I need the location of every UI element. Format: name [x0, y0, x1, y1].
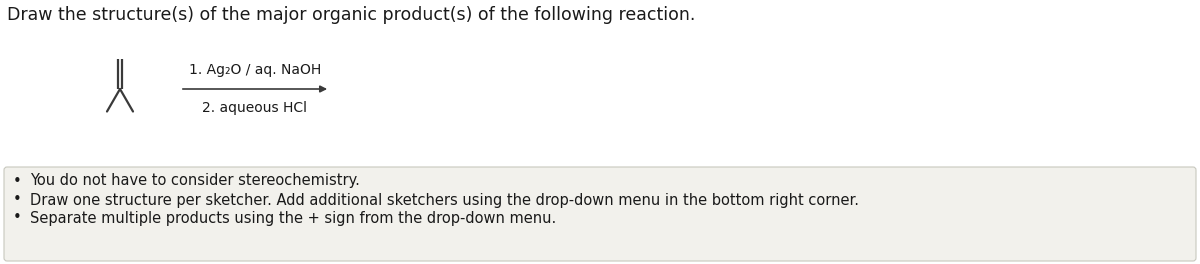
Text: •: • — [13, 173, 22, 188]
Text: 1. Ag₂O / aq. NaOH: 1. Ag₂O / aq. NaOH — [188, 63, 322, 77]
Text: Separate multiple products using the + sign from the drop-down menu.: Separate multiple products using the + s… — [30, 210, 557, 225]
Text: Draw one structure per sketcher. Add additional sketchers using the drop-down me: Draw one structure per sketcher. Add add… — [30, 192, 859, 208]
FancyBboxPatch shape — [4, 167, 1196, 261]
Text: •: • — [13, 192, 22, 208]
Text: 2. aqueous HCl: 2. aqueous HCl — [203, 101, 307, 115]
Text: •: • — [13, 210, 22, 225]
Text: You do not have to consider stereochemistry.: You do not have to consider stereochemis… — [30, 173, 360, 188]
Text: Draw the structure(s) of the major organic product(s) of the following reaction.: Draw the structure(s) of the major organ… — [7, 6, 695, 24]
